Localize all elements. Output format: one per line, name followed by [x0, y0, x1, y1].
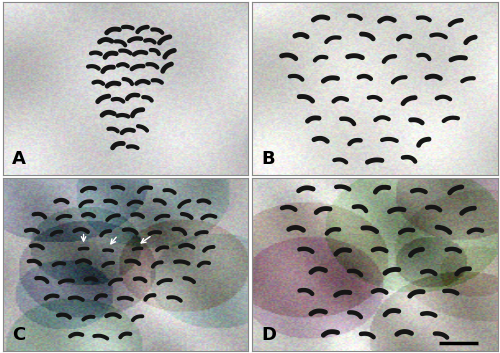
Text: D: D — [262, 326, 276, 344]
Text: B: B — [262, 150, 276, 168]
Text: C: C — [12, 326, 26, 344]
Text: A: A — [12, 150, 26, 168]
